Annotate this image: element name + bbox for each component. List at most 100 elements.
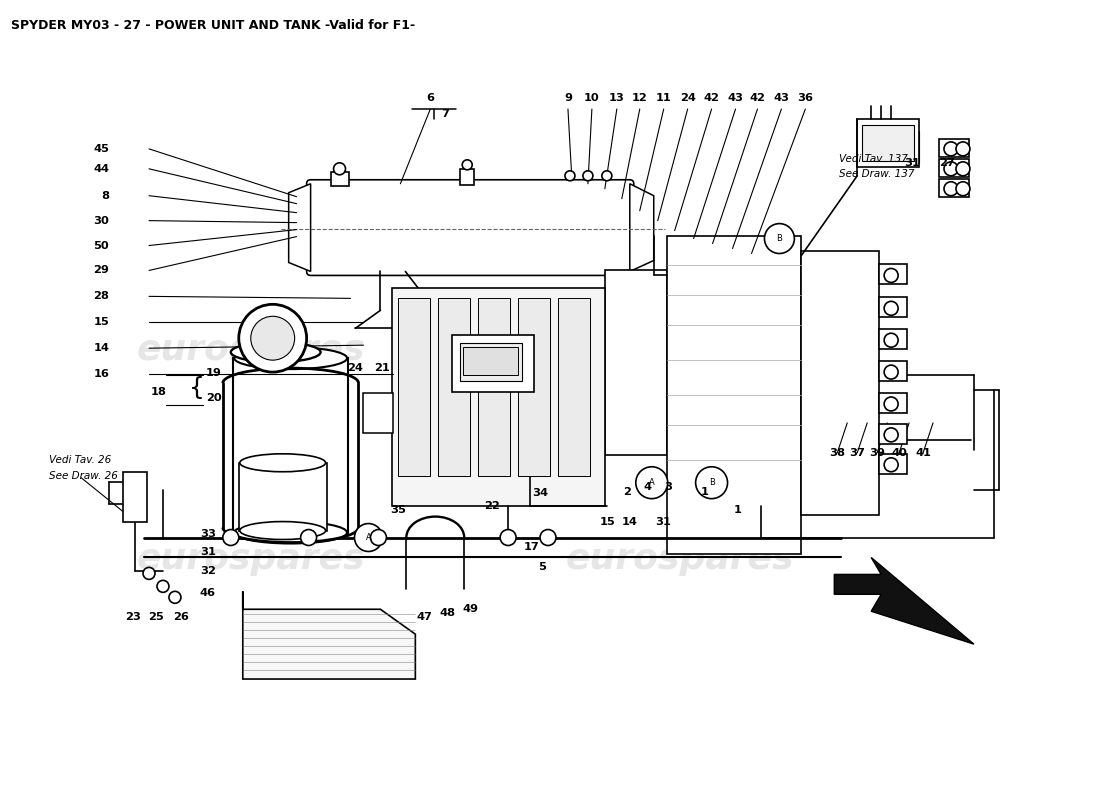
- Circle shape: [944, 162, 958, 176]
- Circle shape: [884, 428, 898, 442]
- Text: eurospares: eurospares: [136, 542, 365, 577]
- Text: 24: 24: [680, 93, 695, 103]
- Circle shape: [251, 316, 295, 360]
- Text: B: B: [708, 478, 715, 487]
- Text: 45: 45: [94, 144, 109, 154]
- Circle shape: [695, 466, 727, 498]
- Text: Vedi Tav. 26: Vedi Tav. 26: [50, 454, 111, 465]
- Ellipse shape: [234, 347, 346, 369]
- Bar: [518, 298, 550, 476]
- Bar: [862, 125, 914, 161]
- Bar: [123, 472, 147, 522]
- Text: Vedi Tav. 137: Vedi Tav. 137: [839, 154, 909, 164]
- Text: A: A: [649, 478, 654, 487]
- Bar: [478, 298, 510, 476]
- Text: 1: 1: [701, 486, 708, 497]
- Circle shape: [143, 567, 155, 579]
- Text: 48: 48: [439, 608, 455, 618]
- Circle shape: [565, 170, 575, 181]
- Bar: [460, 343, 522, 381]
- Text: 44: 44: [94, 164, 109, 174]
- Text: 4: 4: [644, 482, 652, 492]
- Text: A: A: [365, 533, 372, 542]
- Bar: [939, 139, 969, 157]
- Text: 39: 39: [869, 448, 886, 458]
- Circle shape: [462, 160, 472, 170]
- Bar: [879, 361, 908, 381]
- Text: 13: 13: [609, 93, 625, 103]
- Polygon shape: [834, 558, 974, 644]
- Text: 21: 21: [374, 363, 390, 373]
- Text: 3: 3: [663, 482, 672, 492]
- Circle shape: [944, 142, 958, 156]
- Bar: [460, 169, 474, 185]
- Text: 1: 1: [734, 505, 741, 514]
- Circle shape: [333, 163, 345, 174]
- Text: See Draw. 26: See Draw. 26: [50, 470, 118, 481]
- Text: 47: 47: [417, 612, 432, 622]
- Circle shape: [884, 302, 898, 315]
- Ellipse shape: [240, 522, 326, 539]
- FancyBboxPatch shape: [307, 180, 634, 275]
- Bar: [667, 235, 802, 554]
- Bar: [802, 250, 879, 514]
- Circle shape: [500, 530, 516, 546]
- Text: 12: 12: [631, 93, 648, 103]
- Text: eurospares: eurospares: [565, 303, 794, 338]
- Text: 46: 46: [200, 588, 216, 598]
- Bar: [879, 454, 908, 474]
- Circle shape: [239, 304, 307, 372]
- Text: 14: 14: [94, 343, 109, 353]
- Text: 8: 8: [101, 190, 109, 201]
- Polygon shape: [243, 591, 416, 679]
- Circle shape: [884, 269, 898, 282]
- Text: 11: 11: [656, 93, 672, 103]
- Bar: [857, 119, 920, 167]
- Text: 42: 42: [749, 93, 766, 103]
- Text: 37: 37: [849, 448, 866, 458]
- Text: 42: 42: [704, 93, 719, 103]
- Circle shape: [884, 334, 898, 347]
- Circle shape: [764, 224, 794, 254]
- Polygon shape: [630, 184, 653, 271]
- Text: 40: 40: [891, 448, 908, 458]
- Circle shape: [223, 530, 239, 546]
- Text: 9: 9: [564, 93, 572, 103]
- Text: 32: 32: [200, 566, 216, 577]
- Ellipse shape: [240, 454, 326, 472]
- Circle shape: [169, 591, 180, 603]
- Text: 27: 27: [939, 158, 955, 168]
- Text: 31: 31: [654, 517, 671, 526]
- Bar: [879, 424, 908, 444]
- Circle shape: [540, 530, 556, 546]
- Text: 31: 31: [904, 158, 920, 168]
- Text: 10: 10: [584, 93, 600, 103]
- Bar: [879, 265, 908, 285]
- Text: 6: 6: [427, 93, 434, 103]
- Bar: [233, 358, 348, 533]
- Circle shape: [354, 523, 383, 551]
- Circle shape: [583, 170, 593, 181]
- Text: 16: 16: [94, 369, 109, 379]
- Text: 19: 19: [206, 368, 222, 378]
- Circle shape: [956, 182, 970, 196]
- Circle shape: [884, 458, 898, 472]
- Text: 18: 18: [151, 387, 167, 397]
- Text: 31: 31: [200, 547, 216, 558]
- Text: 20: 20: [206, 393, 222, 403]
- Circle shape: [602, 170, 612, 181]
- Polygon shape: [363, 393, 394, 433]
- Text: 49: 49: [462, 604, 478, 614]
- Text: 43: 43: [727, 93, 744, 103]
- Text: 34: 34: [532, 488, 548, 498]
- Text: 38: 38: [829, 448, 845, 458]
- Bar: [331, 172, 349, 186]
- Bar: [398, 298, 430, 476]
- Bar: [879, 393, 908, 413]
- Text: 5: 5: [538, 562, 546, 573]
- Text: 2: 2: [623, 486, 630, 497]
- Text: 15: 15: [94, 318, 109, 327]
- Circle shape: [371, 530, 386, 546]
- Bar: [463, 347, 518, 375]
- Bar: [438, 298, 470, 476]
